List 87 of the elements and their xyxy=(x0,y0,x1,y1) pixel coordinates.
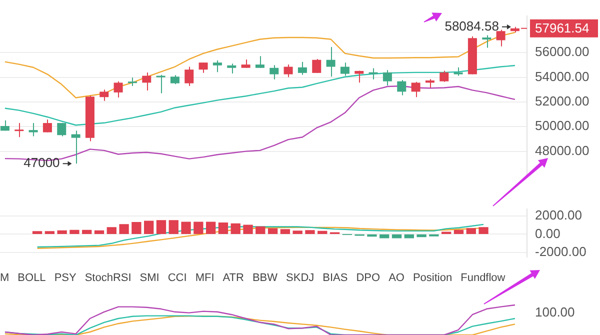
bar xyxy=(243,224,253,234)
candlestick xyxy=(340,62,350,76)
candlestick xyxy=(184,66,194,87)
text: PSY xyxy=(54,271,76,286)
bar xyxy=(218,222,228,234)
y-tick-label: 0.00 xyxy=(535,226,560,241)
bar xyxy=(380,234,390,238)
y-tick-label: -2000.00 xyxy=(535,244,586,260)
bar xyxy=(206,222,216,234)
y-tick-label: 56000.00 xyxy=(535,44,590,60)
annotation: 47000 xyxy=(24,155,60,170)
bar xyxy=(292,230,302,234)
bar xyxy=(318,230,328,234)
text: ATR xyxy=(222,271,244,286)
y-tick-label: 54000.00 xyxy=(535,68,590,84)
text: SKDJ xyxy=(286,271,314,286)
bar xyxy=(82,230,92,234)
bar xyxy=(168,220,178,234)
text: SMI xyxy=(140,271,160,286)
text: Fundflow xyxy=(460,271,506,286)
text: DPO xyxy=(356,271,380,286)
candlestick xyxy=(198,62,208,74)
text: 57961.54 xyxy=(535,20,590,36)
bar xyxy=(44,231,54,234)
y-tick-label: 2000.00 xyxy=(535,207,582,222)
bar xyxy=(119,224,129,234)
text: Position xyxy=(412,271,452,286)
bar xyxy=(256,226,266,234)
candlestick xyxy=(28,122,38,137)
candlestick xyxy=(298,61,307,76)
y-tick-label: 52000.00 xyxy=(535,94,590,109)
candlestick xyxy=(255,56,264,68)
bar xyxy=(454,230,464,234)
candlestick xyxy=(312,58,322,74)
candlestick xyxy=(100,89,109,102)
text: M xyxy=(0,271,10,286)
bar xyxy=(367,234,377,237)
bar xyxy=(478,227,488,234)
candlestick xyxy=(284,64,293,78)
bar xyxy=(132,222,142,234)
bar xyxy=(57,230,67,234)
text: 100.00 xyxy=(535,304,575,320)
candlestick xyxy=(397,79,406,96)
candlestick xyxy=(114,80,123,98)
candlestick xyxy=(156,74,166,94)
candlestick xyxy=(42,118,52,133)
candlestick xyxy=(326,46,336,78)
bar xyxy=(392,234,402,238)
candlestick xyxy=(142,72,152,91)
candlestick xyxy=(482,34,492,48)
candlestick xyxy=(496,29,506,47)
bar xyxy=(230,223,240,234)
bar xyxy=(404,234,414,238)
y-tick-label: 48000.00 xyxy=(535,142,590,158)
text: BIAS xyxy=(322,271,348,286)
candlestick xyxy=(227,63,236,74)
bar xyxy=(70,230,80,234)
text: MFI xyxy=(195,271,214,286)
bar xyxy=(305,230,315,234)
bar xyxy=(268,228,278,234)
annotation: 58084.58 xyxy=(444,18,499,34)
bar xyxy=(156,220,166,234)
candlestick xyxy=(354,70,364,84)
bar xyxy=(32,231,42,234)
candlestick xyxy=(14,122,24,138)
text: BBW xyxy=(252,271,278,286)
candlestick xyxy=(382,70,392,86)
text: CCI xyxy=(168,271,187,286)
text: BOLL xyxy=(18,271,46,286)
candlestick xyxy=(270,64,279,80)
text: StochRSI xyxy=(84,271,132,286)
bar xyxy=(416,234,426,238)
candlestick xyxy=(411,81,420,98)
candlestick xyxy=(57,122,66,137)
bar xyxy=(280,229,290,234)
candlestick xyxy=(170,74,180,85)
y-tick-label: 50000.00 xyxy=(535,118,590,134)
bar xyxy=(181,222,191,234)
bar xyxy=(106,227,116,234)
bar xyxy=(466,228,476,234)
candlestick xyxy=(212,60,222,73)
bar xyxy=(194,222,204,234)
text: AO xyxy=(388,271,404,286)
candlestick xyxy=(440,70,449,82)
bar xyxy=(94,230,104,234)
candlestick xyxy=(368,68,378,80)
bar xyxy=(144,220,154,234)
